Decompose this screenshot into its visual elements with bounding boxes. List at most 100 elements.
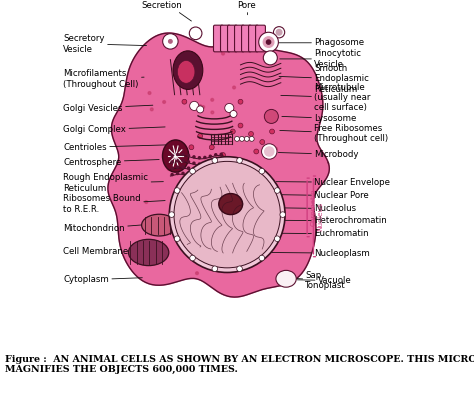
Circle shape xyxy=(204,156,206,158)
Circle shape xyxy=(182,160,184,162)
Circle shape xyxy=(220,160,222,162)
Circle shape xyxy=(178,61,181,64)
Text: Chromatin: Chromatin xyxy=(310,189,317,226)
Circle shape xyxy=(280,212,285,217)
FancyBboxPatch shape xyxy=(255,25,265,52)
Circle shape xyxy=(220,153,222,155)
Circle shape xyxy=(204,175,206,177)
FancyBboxPatch shape xyxy=(235,25,245,52)
Text: Rough Endoplasmic
Reticulum: Rough Endoplasmic Reticulum xyxy=(64,173,164,193)
Circle shape xyxy=(210,145,214,150)
Circle shape xyxy=(204,169,206,171)
Circle shape xyxy=(248,132,254,136)
Circle shape xyxy=(182,166,184,168)
Circle shape xyxy=(174,236,180,242)
Text: Nucleolus: Nucleolus xyxy=(262,204,356,213)
Circle shape xyxy=(198,176,201,178)
Circle shape xyxy=(190,101,199,110)
Circle shape xyxy=(197,106,204,113)
Circle shape xyxy=(163,100,165,103)
Text: Mitochondrion: Mitochondrion xyxy=(64,224,149,233)
Circle shape xyxy=(190,168,195,174)
Circle shape xyxy=(209,162,211,164)
Circle shape xyxy=(260,139,264,145)
Circle shape xyxy=(163,33,178,49)
Circle shape xyxy=(167,167,170,170)
Text: Cytoplasm: Cytoplasm xyxy=(64,275,142,284)
Circle shape xyxy=(238,99,243,104)
Circle shape xyxy=(215,160,217,162)
Circle shape xyxy=(274,147,277,150)
Text: Microbody: Microbody xyxy=(278,150,359,159)
Circle shape xyxy=(176,160,179,162)
Circle shape xyxy=(233,86,236,89)
Text: Microvilli
Pore: Microvilli Pore xyxy=(228,0,266,15)
Circle shape xyxy=(190,255,195,261)
Text: Secretory
Vesicle: Secretory Vesicle xyxy=(64,34,146,54)
Circle shape xyxy=(182,153,184,156)
Circle shape xyxy=(187,154,190,156)
Ellipse shape xyxy=(173,51,203,89)
Text: Golgi Complex: Golgi Complex xyxy=(64,125,165,134)
Circle shape xyxy=(209,168,211,170)
Text: Cell Membrane: Cell Membrane xyxy=(64,247,134,256)
Circle shape xyxy=(259,32,278,52)
Circle shape xyxy=(264,110,278,123)
Circle shape xyxy=(198,134,203,139)
Circle shape xyxy=(182,99,187,104)
Circle shape xyxy=(249,136,254,141)
FancyBboxPatch shape xyxy=(213,25,223,52)
Circle shape xyxy=(176,154,179,156)
Circle shape xyxy=(212,158,218,163)
Text: Exocytosis of
Secretion: Exocytosis of Secretion xyxy=(133,0,191,21)
Circle shape xyxy=(170,145,173,148)
Circle shape xyxy=(198,163,201,165)
Circle shape xyxy=(272,114,274,117)
Circle shape xyxy=(274,188,280,193)
Circle shape xyxy=(193,162,195,164)
Text: Figure :  AN ANIMAL CELLS AS SHOWN BY AN ELECTRON MICROSCOPE. THIS MICROSCOPE
MA: Figure : AN ANIMAL CELLS AS SHOWN BY AN … xyxy=(5,355,474,374)
Circle shape xyxy=(239,136,245,141)
Text: Euchromatin: Euchromatin xyxy=(275,229,369,238)
Circle shape xyxy=(225,104,234,113)
Circle shape xyxy=(174,162,281,268)
Circle shape xyxy=(262,144,277,159)
Circle shape xyxy=(169,157,285,273)
Circle shape xyxy=(169,212,174,217)
Circle shape xyxy=(220,172,222,174)
Circle shape xyxy=(187,167,190,169)
Text: Nucleus: Nucleus xyxy=(317,202,323,231)
Ellipse shape xyxy=(219,193,243,215)
Circle shape xyxy=(150,108,153,111)
Circle shape xyxy=(176,173,179,175)
Circle shape xyxy=(273,27,285,38)
Ellipse shape xyxy=(177,61,195,83)
Text: Golgi Vesicles: Golgi Vesicles xyxy=(64,104,153,113)
Text: Microtubule
(usually near
cell surface): Microtubule (usually near cell surface) xyxy=(281,83,371,112)
Circle shape xyxy=(215,154,217,156)
Circle shape xyxy=(266,40,271,44)
Text: Pinocytotic
Vesicle: Pinocytotic Vesicle xyxy=(280,49,361,69)
Circle shape xyxy=(193,156,195,158)
Circle shape xyxy=(166,158,169,161)
Circle shape xyxy=(237,158,242,163)
Text: Centrosphere: Centrosphere xyxy=(64,158,159,167)
Circle shape xyxy=(220,166,222,168)
Circle shape xyxy=(264,147,274,156)
Ellipse shape xyxy=(276,270,296,287)
Text: Centrioles: Centrioles xyxy=(64,143,181,152)
Circle shape xyxy=(187,173,190,175)
Circle shape xyxy=(148,92,151,95)
Circle shape xyxy=(211,98,214,101)
Circle shape xyxy=(175,156,178,159)
Circle shape xyxy=(202,106,205,108)
Circle shape xyxy=(189,78,191,81)
Circle shape xyxy=(174,188,180,193)
Circle shape xyxy=(145,201,148,203)
Circle shape xyxy=(182,172,184,175)
Circle shape xyxy=(270,129,274,134)
Circle shape xyxy=(263,37,274,47)
Text: Nuclear Pore: Nuclear Pore xyxy=(275,191,369,200)
Text: Vacuole: Vacuole xyxy=(297,276,351,285)
Text: Lysosome: Lysosome xyxy=(282,114,356,123)
